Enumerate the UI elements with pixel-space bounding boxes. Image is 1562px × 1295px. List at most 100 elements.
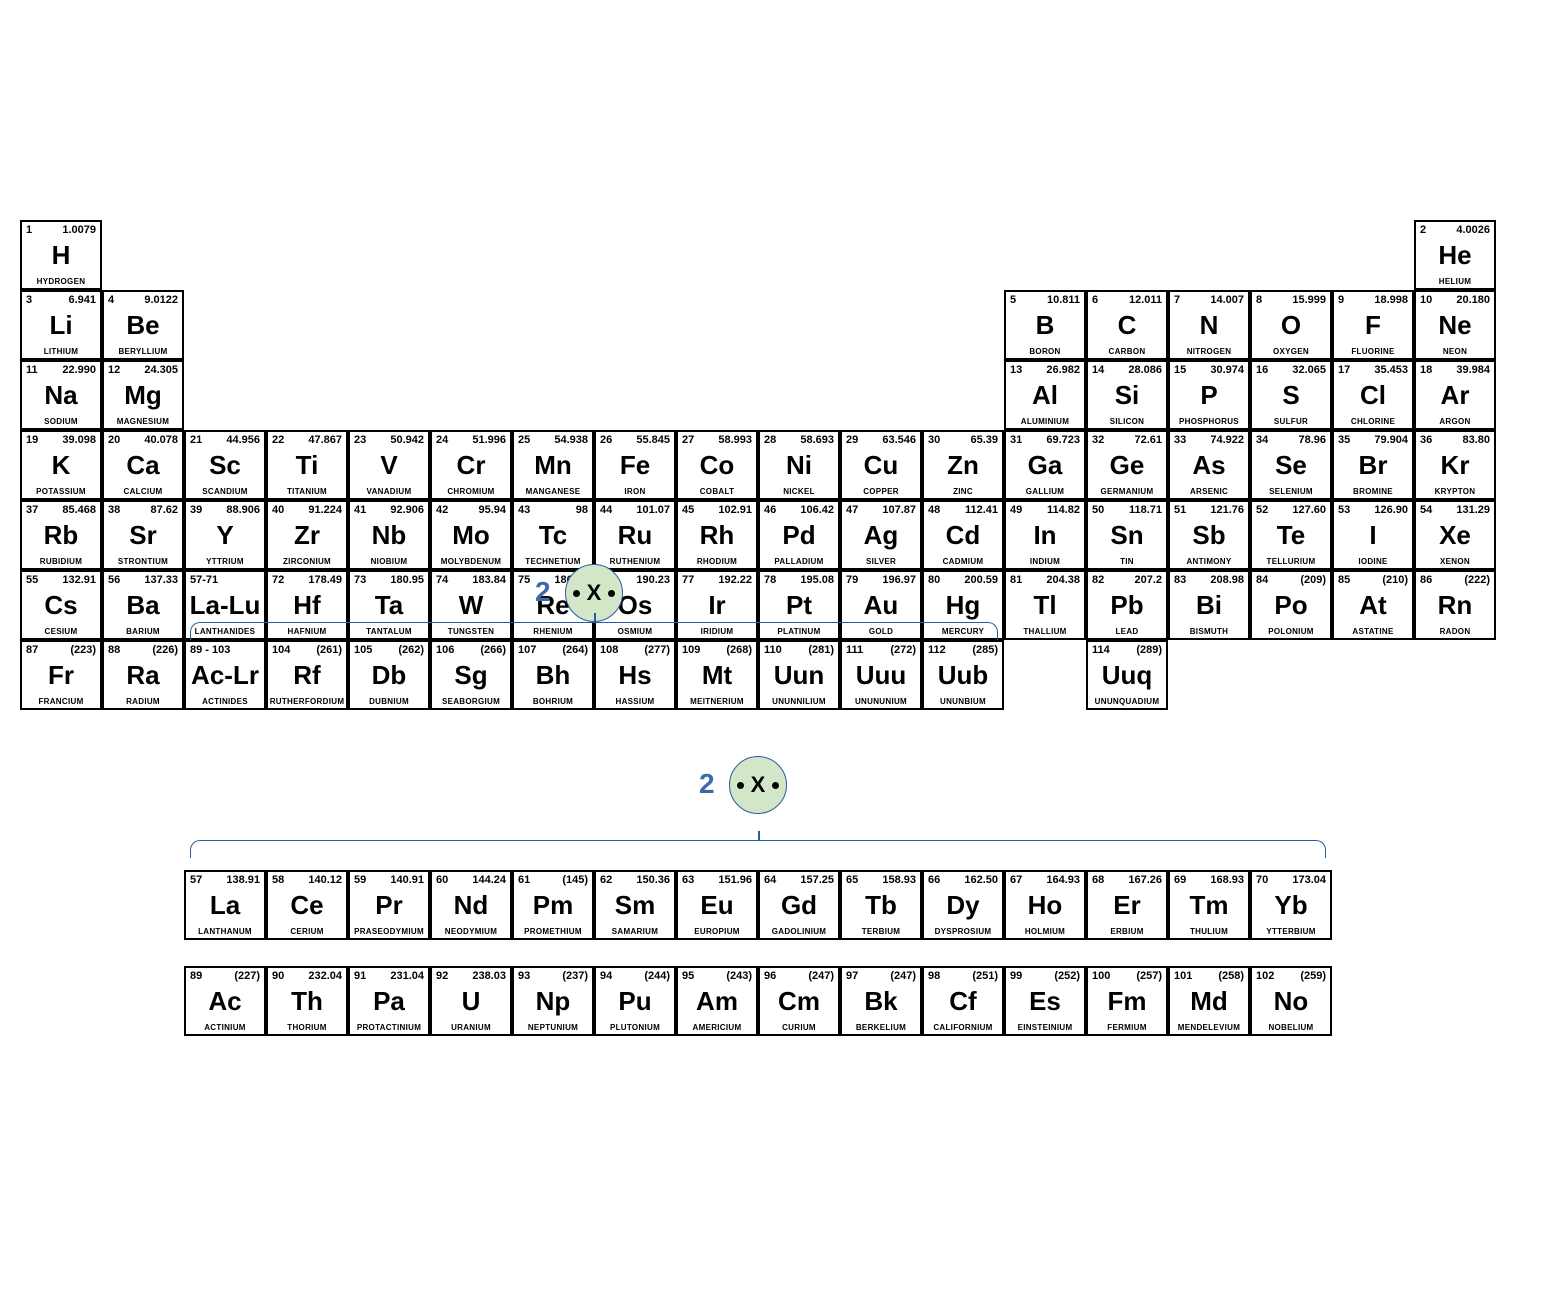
element-symbol: Pd (760, 520, 838, 551)
atomic-number: 21 (190, 434, 202, 446)
element-cell: 3579.904BrBROMINE (1332, 430, 1414, 500)
atomic-mass: 88.906 (226, 504, 260, 516)
atomic-mass: 18.998 (1374, 294, 1408, 306)
element-name: ALUMINIUM (1006, 417, 1084, 426)
element-symbol: Ta (350, 590, 428, 621)
element-symbol: Fm (1088, 986, 1166, 1017)
element-cell: 815.999OOXYGEN (1250, 290, 1332, 360)
element-name: HOLMIUM (1006, 927, 1084, 936)
atomic-number: 92 (436, 970, 448, 982)
atomic-number: 86 (1420, 574, 1432, 586)
element-cell: 2144.956ScSCANDIUM (184, 430, 266, 500)
element-name: MOLYBDENUM (432, 557, 510, 566)
element-name: RADON (1416, 627, 1494, 636)
atomic-number: 65 (846, 874, 858, 886)
atomic-number: 68 (1092, 874, 1104, 886)
element-symbol: Xe (1416, 520, 1494, 551)
element-cell: 4398TcTECHNETIUM (512, 500, 594, 570)
element-symbol: Db (350, 660, 428, 691)
atomic-mass: 192.22 (718, 574, 752, 586)
atomic-mass: 63.546 (882, 434, 916, 446)
element-cell: 47107.87AgSILVER (840, 500, 922, 570)
atomic-number: 60 (436, 874, 448, 886)
element-cell: 1839.984ArARGON (1414, 360, 1496, 430)
atomic-mass: (285) (972, 644, 998, 656)
atomic-mass: 107.87 (882, 504, 916, 516)
atomic-mass: 138.91 (226, 874, 260, 886)
element-cell: 2040.078CaCALCIUM (102, 430, 184, 500)
atomic-number: 91 (354, 970, 366, 982)
element-name: FERMIUM (1088, 1023, 1166, 1032)
atomic-number: 13 (1010, 364, 1022, 376)
element-cell: 57138.91LaLANTHANUM (184, 870, 266, 940)
element-name: GALLIUM (1006, 487, 1084, 496)
element-cell: 66162.50DyDYSPROSIUM (922, 870, 1004, 940)
element-symbol: W (432, 590, 510, 621)
periodic-table: 1X2X3X4X5X6X7X8X 11.0079HHYDROGEN24.0026… (20, 220, 1542, 1036)
atomic-number: 29 (846, 434, 858, 446)
element-name: BOHRIUM (514, 697, 592, 706)
element-symbol: He (1416, 240, 1494, 271)
element-name: RUBIDIUM (22, 557, 100, 566)
atomic-number: 6 (1092, 294, 1098, 306)
element-symbol: Ir (678, 590, 756, 621)
atomic-number: 74 (436, 574, 448, 586)
element-cell: 36.941LiLITHIUM (20, 290, 102, 360)
element-symbol: Pu (596, 986, 674, 1017)
element-name: SULFUR (1252, 417, 1330, 426)
element-symbol: Bi (1170, 590, 1248, 621)
element-name: UNUNQUADIUM (1088, 697, 1166, 706)
element-symbol: Ra (104, 660, 182, 691)
fblock-group-label: 2 (699, 768, 715, 800)
element-name: BORON (1006, 347, 1084, 356)
element-symbol: Ac-Lr (186, 660, 264, 691)
atomic-mass: (281) (808, 644, 834, 656)
atomic-mass: 78.96 (1298, 434, 1326, 446)
atomic-mass: 162.50 (964, 874, 998, 886)
element-cell: 1530.974PPHOSPHORUS (1168, 360, 1250, 430)
element-cell: 111(272)UuuUNUNUNIUM (840, 640, 922, 710)
element-cell: 89 - 103Ac-LrACTINIDES (184, 640, 266, 710)
atomic-mass: 55.845 (636, 434, 670, 446)
atomic-mass: 15.999 (1292, 294, 1326, 306)
atomic-mass: (272) (890, 644, 916, 656)
element-symbol: La (186, 890, 264, 921)
element-name: TELLURIUM (1252, 557, 1330, 566)
element-cell: 67164.93HoHOLMIUM (1004, 870, 1086, 940)
atomic-mass: 238.03 (472, 970, 506, 982)
element-name: SAMARIUM (596, 927, 674, 936)
element-name: NEPTUNIUM (514, 1023, 592, 1032)
element-name: BERYLLIUM (104, 347, 182, 356)
element-name: PALLADIUM (760, 557, 838, 566)
element-name: MEITNERIUM (678, 697, 756, 706)
element-name: LANTHANUM (186, 927, 264, 936)
atomic-mass: 232.04 (308, 970, 342, 982)
element-symbol: Rb (22, 520, 100, 551)
atomic-number: 42 (436, 504, 448, 516)
element-symbol: Gd (760, 890, 838, 921)
atomic-mass: 6.941 (68, 294, 96, 306)
element-name: THULIUM (1170, 927, 1248, 936)
atomic-mass: 106.42 (800, 504, 834, 516)
atomic-mass: 30.974 (1210, 364, 1244, 376)
atomic-mass: (145) (562, 874, 588, 886)
element-symbol: Ge (1088, 450, 1166, 481)
atomic-mass: 22.990 (62, 364, 96, 376)
atomic-mass: (226) (152, 644, 178, 656)
element-name: CERIUM (268, 927, 346, 936)
atomic-mass: (243) (726, 970, 752, 982)
atomic-mass: 157.25 (800, 874, 834, 886)
element-cell: 65158.93TbTERBIUM (840, 870, 922, 940)
element-symbol: Y (186, 520, 264, 551)
atomic-number: 89 - 103 (190, 644, 230, 656)
element-symbol: Uuu (842, 660, 920, 691)
atomic-number: 12 (108, 364, 120, 376)
element-cell: 58140.12CeCERIUM (266, 870, 348, 940)
element-symbol: Cr (432, 450, 510, 481)
element-name: CESIUM (22, 627, 100, 636)
atomic-number: 104 (272, 644, 290, 656)
element-name: NICKEL (760, 487, 838, 496)
element-name: CHLORINE (1334, 417, 1412, 426)
atomic-number: 55 (26, 574, 38, 586)
atomic-mass: 144.24 (472, 874, 506, 886)
